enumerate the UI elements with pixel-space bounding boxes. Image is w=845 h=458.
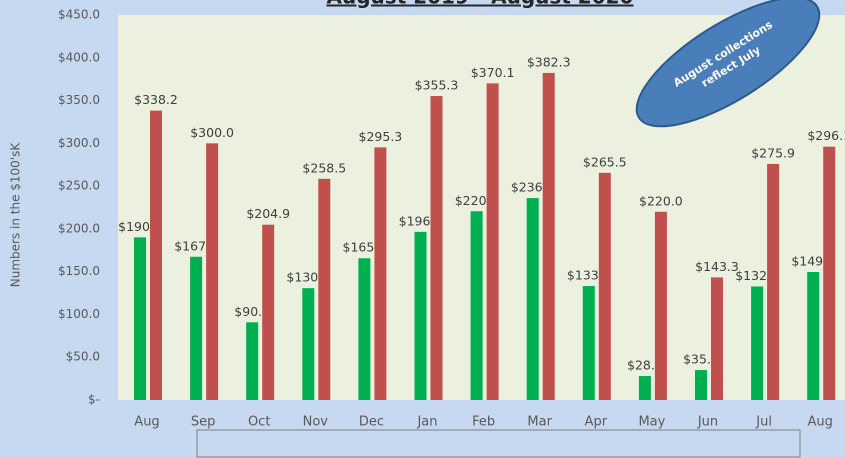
bar (190, 256, 203, 400)
bar (430, 96, 443, 400)
x-tick-label: Dec (359, 415, 384, 430)
value-label: $370.1 (471, 65, 515, 80)
x-tick-label: Aug (808, 415, 833, 430)
chart-title: August 2019 - August 2020 (327, 0, 634, 9)
bar (526, 198, 539, 400)
value-label: $300.0 (190, 125, 234, 140)
y-tick-label: $200.0 (58, 221, 100, 235)
x-tick-label: Feb (472, 415, 495, 430)
y-axis-label: Numbers in the $100'sK (9, 142, 23, 288)
bar (302, 288, 315, 400)
bar (470, 211, 483, 400)
bar (598, 172, 611, 400)
value-label: $90.8 (234, 304, 270, 319)
x-tick-label: Aug (134, 415, 159, 430)
bar (134, 237, 146, 400)
y-tick-label: $- (88, 393, 100, 407)
bar (751, 286, 764, 400)
x-tick-label: Oct (248, 415, 270, 430)
bar (542, 72, 555, 400)
x-tick-label: Jan (416, 415, 437, 430)
bar (807, 272, 820, 400)
y-tick-label: $450.0 (58, 8, 100, 22)
value-label: $338.2 (134, 92, 178, 107)
x-tick-label: Jun (697, 415, 718, 430)
bar (150, 110, 162, 400)
value-label: $382.3 (527, 54, 571, 69)
value-label: $220.0 (639, 193, 683, 208)
legend (196, 429, 801, 458)
x-tick-label: Jul (755, 415, 772, 430)
y-tick-label: $50.0 (66, 350, 100, 364)
bar (638, 376, 651, 400)
value-label: $265.5 (583, 154, 627, 169)
x-tick-label: Sep (191, 415, 216, 430)
y-tick-label: $150.0 (58, 264, 100, 278)
bar (262, 224, 275, 400)
value-label: $143.3 (695, 259, 739, 274)
x-tick-label: Apr (585, 415, 608, 430)
bar (767, 163, 780, 400)
bar (414, 231, 427, 400)
bar (823, 146, 836, 400)
y-tick-label: $350.0 (58, 93, 100, 107)
bar (486, 83, 499, 400)
x-tick-label: Nov (303, 415, 329, 430)
y-tick-label: $400.0 (58, 50, 100, 64)
bar (246, 322, 259, 400)
value-label: $28.0 (627, 358, 663, 373)
bar (654, 211, 667, 400)
value-label: $295.3 (359, 129, 403, 144)
bar (374, 147, 387, 400)
value-label: $204.9 (246, 206, 290, 221)
bar (582, 286, 595, 400)
bar (318, 178, 331, 400)
value-label: $35.0 (683, 352, 719, 367)
value-label: $258.5 (302, 160, 346, 175)
bar (358, 258, 371, 400)
y-tick-label: $300.0 (58, 136, 100, 150)
bar (711, 277, 723, 400)
value-label: $296.1 (807, 128, 845, 143)
annotation: August collections reflect July (635, 0, 821, 128)
value-label: $355.3 (415, 78, 459, 93)
x-tick-label: May (638, 415, 665, 430)
y-tick-label: $100.0 (58, 307, 100, 321)
x-tick-label: Mar (527, 415, 552, 430)
value-label: $275.9 (751, 145, 795, 160)
bar (695, 370, 707, 400)
y-tick-label: $250.0 (58, 179, 100, 193)
annotation-shape (635, 0, 821, 128)
bar (206, 143, 219, 401)
